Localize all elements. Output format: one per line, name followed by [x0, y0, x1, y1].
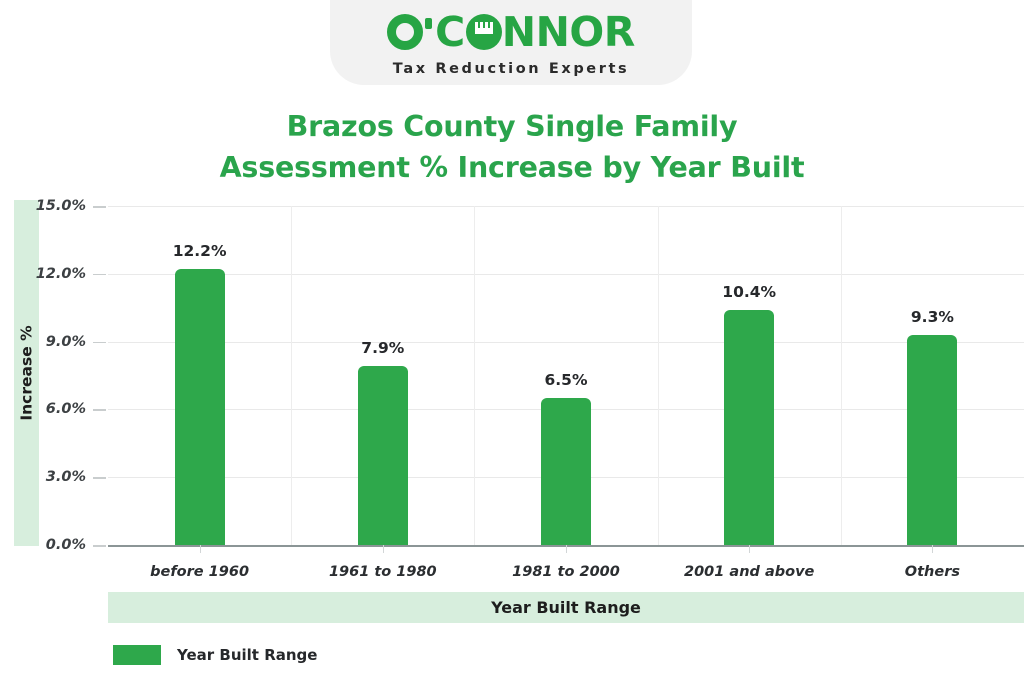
x-tick-mark: [749, 545, 751, 553]
y-axis-tick-label: 0.0%: [45, 537, 86, 553]
bar-value-label: 10.4%: [722, 282, 777, 301]
chart-legend: Year Built Range: [113, 645, 317, 665]
logo-apostrophe-icon: [425, 17, 433, 29]
logo-letters-nnor: NNOR: [501, 7, 636, 56]
legend-swatch-year-built-range: [113, 645, 161, 665]
y-tick-mark: [93, 206, 106, 208]
logo-tagline: Tax Reduction Experts: [392, 61, 630, 77]
x-axis-category-label: Others: [904, 564, 960, 580]
y-tick-mark: [93, 341, 106, 344]
legend-label-year-built-range: Year Built Range: [177, 646, 318, 664]
bar[interactable]: [174, 269, 225, 545]
gridline-y-9.0%: [108, 341, 1024, 343]
y-tick-mark: [93, 545, 106, 547]
x-tick-mark: [932, 545, 934, 553]
y-axis-tick-label: 6.0%: [45, 401, 86, 418]
fork-glyph: [474, 22, 493, 34]
x-axis-category-label: 1981 to 2000: [512, 564, 620, 580]
x-tick-mark: [199, 545, 201, 553]
x-axis-title-band: Year Built Range: [108, 592, 1024, 623]
y-axis-tick-label: 12.0%: [35, 265, 86, 282]
chart-title: Brazos County Single Family Assessment %…: [0, 106, 1024, 188]
gridline-x: [474, 206, 476, 545]
x-axis-category-label: 2001 and above: [684, 564, 815, 580]
logo-plate-fork-icon: [465, 14, 502, 50]
x-axis-category-label: before 1960: [150, 564, 250, 580]
bar-value-label: 12.2%: [172, 242, 227, 261]
logo-letter-c: C: [435, 7, 465, 56]
y-axis-tick-label: 15.0%: [35, 198, 86, 214]
x-axis-title: Year Built Range: [491, 598, 641, 617]
gridline-y-15.0%: [108, 206, 1024, 207]
logo-o-ring-icon: [387, 14, 424, 50]
y-axis-tick-label: 3.0%: [45, 469, 86, 486]
bar-value-label: 9.3%: [910, 307, 954, 326]
plot-area: 0.0% 3.0% 6.0% 9.0% 12.0% 15.0% 12.2% before 19…: [36, 199, 1024, 580]
gridline-x: [840, 206, 842, 545]
bar-value-label: 7.9%: [361, 339, 405, 358]
y-axis-title: Increase %: [14, 200, 39, 546]
bar[interactable]: [541, 398, 591, 545]
logo-wordmark: C NNOR: [387, 9, 635, 55]
x-axis-category-label: 1961 to 1980: [328, 564, 437, 580]
brand-logo: C NNOR Tax Reduction Experts: [330, 0, 692, 86]
y-axis-title-band: [14, 200, 39, 546]
y-tick-mark: [93, 409, 106, 411]
bar[interactable]: [357, 366, 408, 545]
bar[interactable]: [907, 334, 958, 545]
bar[interactable]: [724, 309, 775, 545]
gridline-x: [291, 206, 293, 545]
x-tick-mark: [382, 545, 384, 553]
x-tick-mark: [566, 545, 567, 553]
chart-title-line-1: Brazos County Single Family: [286, 110, 738, 143]
gridline-x: [657, 206, 659, 545]
bar-value-label: 6.5%: [544, 371, 588, 390]
gridline-y-12.0%: [108, 273, 1024, 275]
chart-title-line-2: Assessment % Increase by Year Built: [219, 151, 805, 184]
y-tick-mark: [93, 273, 106, 276]
y-axis-tick-label: 9.0%: [45, 333, 86, 350]
y-tick-mark: [93, 477, 106, 479]
